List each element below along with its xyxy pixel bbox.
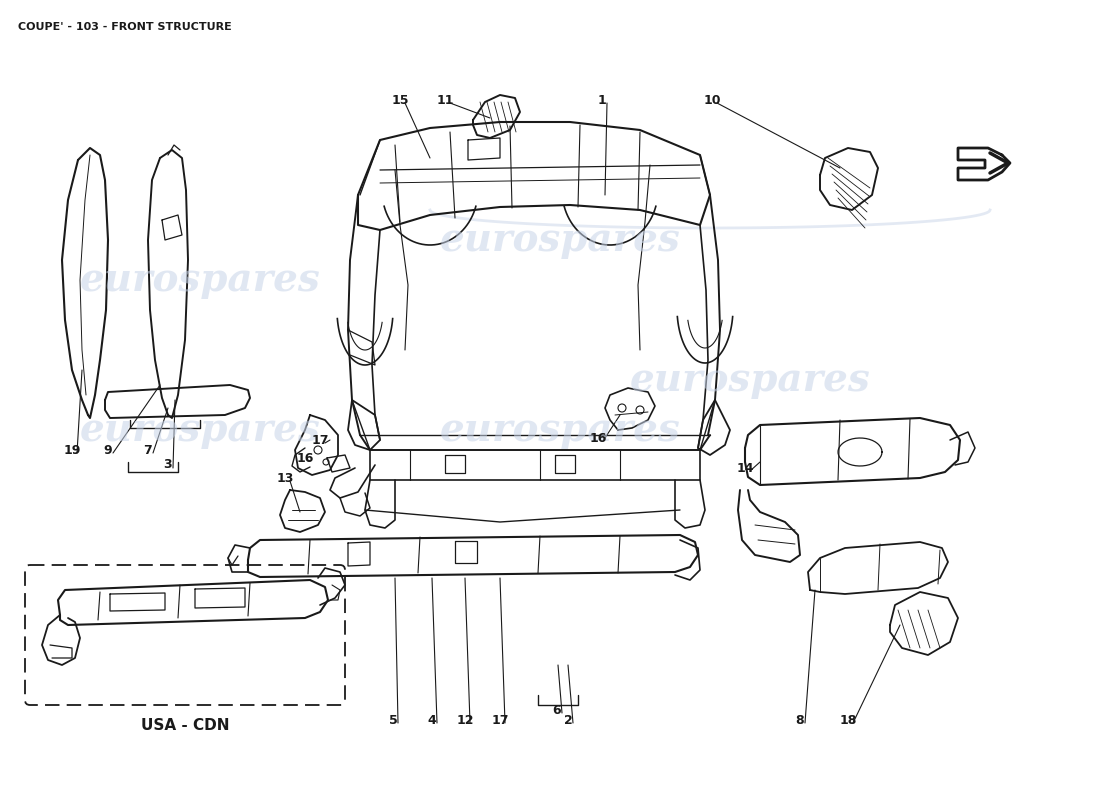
Text: 16: 16	[296, 451, 314, 465]
Text: USA - CDN: USA - CDN	[141, 718, 229, 733]
Text: eurospares: eurospares	[440, 221, 681, 259]
Text: 18: 18	[839, 714, 857, 726]
Text: 17: 17	[492, 714, 508, 726]
Text: 11: 11	[437, 94, 453, 106]
Text: 5: 5	[388, 714, 397, 726]
Text: 17: 17	[311, 434, 329, 446]
Text: 10: 10	[703, 94, 720, 106]
Text: 4: 4	[428, 714, 437, 726]
Text: 3: 3	[164, 458, 173, 471]
Text: 1: 1	[597, 94, 606, 106]
Text: eurospares: eurospares	[440, 411, 681, 449]
Text: 15: 15	[392, 94, 409, 106]
Text: eurospares: eurospares	[629, 361, 870, 399]
Text: eurospares: eurospares	[79, 411, 320, 449]
Text: eurospares: eurospares	[79, 261, 320, 299]
Text: 6: 6	[552, 703, 561, 717]
Text: 16: 16	[590, 431, 607, 445]
Text: 8: 8	[795, 714, 804, 726]
Text: 12: 12	[456, 714, 474, 726]
Text: COUPE' - 103 - FRONT STRUCTURE: COUPE' - 103 - FRONT STRUCTURE	[18, 22, 232, 32]
Text: 9: 9	[103, 443, 112, 457]
Text: 2: 2	[563, 714, 572, 726]
Text: 7: 7	[144, 443, 153, 457]
Text: 19: 19	[64, 443, 80, 457]
Text: 13: 13	[276, 471, 294, 485]
Text: 14: 14	[736, 462, 754, 474]
